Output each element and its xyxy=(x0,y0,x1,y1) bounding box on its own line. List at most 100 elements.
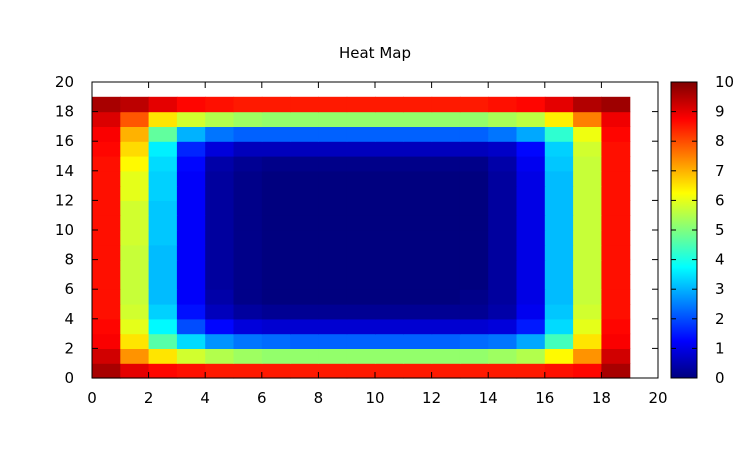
heatmap-cell xyxy=(516,200,546,216)
heatmap-cell xyxy=(318,304,348,320)
heatmap-cell xyxy=(92,96,121,113)
heatmap-cell xyxy=(92,126,121,142)
heatmap-cell xyxy=(431,215,461,231)
heatmap-cell xyxy=(176,333,206,349)
heatmap-cell xyxy=(459,348,489,364)
heatmap-cell xyxy=(488,200,518,216)
heatmap-cell xyxy=(573,111,602,127)
heatmap-cell xyxy=(403,156,433,172)
heatmap-cell xyxy=(459,274,489,290)
heatmap-cell xyxy=(318,185,348,201)
heatmap-cell xyxy=(318,200,348,216)
heatmap-cell xyxy=(120,200,150,216)
heatmap-cell xyxy=(516,289,546,305)
heatmap-cell xyxy=(516,244,546,261)
heatmap-cell xyxy=(375,215,404,231)
heatmap-cell xyxy=(261,230,291,246)
heatmap-cell xyxy=(459,215,489,231)
colorbar-tick-label: 4 xyxy=(715,251,725,269)
heatmap-cell xyxy=(176,156,206,172)
heatmap-cell xyxy=(601,185,631,201)
y-axis: 0 2 4 6 8 10 12 14 16 18 20 xyxy=(55,73,658,387)
heatmap-cell xyxy=(176,185,206,201)
heatmap-cell xyxy=(573,96,602,113)
colorbar-tick-label: 2 xyxy=(715,310,725,328)
heatmap-cell xyxy=(403,215,433,231)
heatmap-cell xyxy=(375,333,404,349)
heatmap-cell xyxy=(544,363,574,379)
heatmap-cell xyxy=(120,185,150,201)
heatmap-cell xyxy=(573,200,602,216)
heatmap-cell xyxy=(92,363,121,379)
heatmap-cell xyxy=(205,274,235,290)
heatmap-cell xyxy=(148,289,178,305)
heatmap-cell xyxy=(92,274,121,290)
heatmap-cell xyxy=(516,230,546,246)
heatmap-cell xyxy=(488,156,518,172)
heatmap-cell xyxy=(573,333,602,349)
y-tick-label: 18 xyxy=(55,103,74,121)
heatmap-cell xyxy=(92,141,121,157)
heatmap-cell xyxy=(120,126,150,142)
heatmap-cell xyxy=(290,244,319,261)
heatmap-cell xyxy=(459,200,489,216)
heatmap-cell xyxy=(544,111,574,127)
heatmap-cell xyxy=(459,126,489,142)
heatmap-cell xyxy=(318,244,348,261)
heatmap-cell xyxy=(176,96,206,113)
heatmap-cell xyxy=(290,230,319,246)
heatmap-cell xyxy=(516,363,546,379)
heatmap-cell xyxy=(318,289,348,305)
y-tick-label: 0 xyxy=(64,369,74,387)
heatmap-cell xyxy=(205,333,235,349)
y-tick-label: 6 xyxy=(64,280,74,298)
colorbar-tick-label: 6 xyxy=(715,191,725,209)
heatmap-cell xyxy=(431,96,461,113)
heatmap-cell xyxy=(148,304,178,320)
heatmap-cell xyxy=(205,200,235,216)
heatmap-cell xyxy=(516,96,546,113)
heatmap-cell xyxy=(176,200,206,216)
heatmap-cell xyxy=(290,348,319,364)
heatmap-cell xyxy=(233,289,263,305)
heatmap-cell xyxy=(148,274,178,290)
x-tick-label: 18 xyxy=(592,389,611,407)
heatmap-cell xyxy=(205,156,235,172)
heatmap-cell xyxy=(459,230,489,246)
heatmap-cell xyxy=(488,215,518,231)
heatmap-cell xyxy=(318,348,348,364)
heatmap-cell xyxy=(148,156,178,172)
heatmap-cell xyxy=(573,126,602,142)
heatmap-cell xyxy=(318,259,348,275)
heatmap-cell xyxy=(544,274,574,290)
heatmap-cell xyxy=(148,318,178,335)
heatmap-cell xyxy=(431,126,461,142)
heatmap-cell xyxy=(290,111,319,127)
heatmap-cell xyxy=(346,333,376,349)
colorbar-tick-label: 1 xyxy=(715,339,725,357)
chart-title: Heat Map xyxy=(339,44,411,62)
x-tick-label: 6 xyxy=(257,389,267,407)
heatmap-cell xyxy=(516,126,546,142)
heatmap-cell xyxy=(488,244,518,261)
heatmap-cell xyxy=(488,230,518,246)
heatmap-cell xyxy=(261,141,291,157)
heatmap-cell xyxy=(233,156,263,172)
heatmap-cell xyxy=(459,304,489,320)
y-tick-label: 16 xyxy=(55,132,74,150)
heatmap-cell xyxy=(346,96,376,113)
heatmap-cell xyxy=(148,230,178,246)
heatmap-cell xyxy=(176,215,206,231)
heatmap-cell xyxy=(318,96,348,113)
heatmap-cell xyxy=(375,363,404,379)
heatmap-cell xyxy=(375,304,404,320)
heatmap-cell xyxy=(488,274,518,290)
y-tick-label: 10 xyxy=(55,221,74,239)
heatmap-cell xyxy=(205,363,235,379)
heatmap-cell xyxy=(459,333,489,349)
heatmap-cell xyxy=(516,215,546,231)
heatmap-cell xyxy=(431,141,461,157)
heatmap-cell xyxy=(346,111,376,127)
heatmap-cell xyxy=(148,259,178,275)
